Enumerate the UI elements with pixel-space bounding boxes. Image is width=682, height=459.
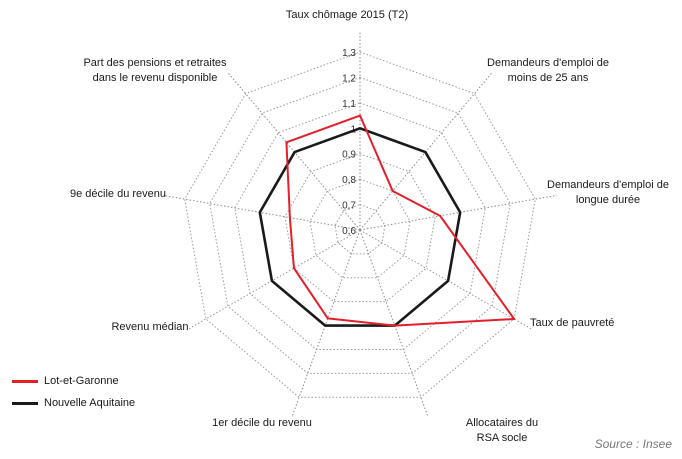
legend-item-lot-et-garonne: Lot-et-Garonne [12, 370, 135, 392]
tick-label: 0,8 [342, 175, 356, 186]
axis-label: Demandeurs d'emploi de moins de 25 ans [487, 57, 609, 84]
grid-ring [234, 102, 486, 350]
axis-label: Taux chômage 2015 (T2) [286, 9, 408, 21]
grid-spoke [359, 229, 429, 417]
grid-spoke [186, 229, 361, 331]
grid-spoke [291, 229, 361, 417]
tick-label: 1,1 [342, 99, 356, 110]
axis-label: Revenu médian [111, 321, 188, 333]
axis-label: Taux de pauvreté [530, 317, 614, 329]
legend: Lot-et-Garonne Nouvelle Aquitaine [12, 370, 135, 414]
axis-label: 1er décile du revenu [212, 417, 312, 429]
legend-label: Lot-et-Garonne [44, 375, 119, 387]
grid-ring [209, 76, 511, 374]
series-line-nouvelle-aquitaine [258, 126, 462, 327]
grid [162, 32, 558, 417]
tick-labels: 0,60,70,80,911,11,21,3 [342, 48, 356, 237]
legend-item-nouvelle-aquitaine: Nouvelle Aquitaine [12, 392, 135, 414]
series [258, 114, 516, 327]
tick-label: 1,2 [342, 73, 356, 84]
axis-label: 9e décile du revenu [70, 188, 166, 200]
grid-spoke [359, 229, 532, 330]
axis-label: Part des pensions et retraites dans le re… [83, 57, 227, 84]
axis-labels: Taux chômage 2015 (T2) Demandeurs d'emplo… [70, 9, 669, 444]
legend-swatch-nouvelle-aquitaine [12, 401, 38, 405]
series-line-lot-et-garonne [285, 114, 516, 327]
tick-label: 0,9 [342, 150, 356, 161]
grid-ring [284, 153, 436, 303]
axis-label: Demandeurs d'emploi de longue durée [547, 179, 669, 206]
grid-ring [334, 204, 386, 255]
axis-label: Allocataires du RSA socle [466, 417, 538, 444]
legend-swatch-lot-et-garonne [12, 379, 38, 383]
grid-ring [184, 51, 536, 398]
tick-label: 0,7 [342, 201, 356, 212]
legend-label: Nouvelle Aquitaine [44, 397, 136, 409]
tick-label: 0,6 [342, 226, 356, 237]
tick-label: 1,3 [342, 48, 356, 59]
source-note: Source : Insee [594, 437, 672, 451]
